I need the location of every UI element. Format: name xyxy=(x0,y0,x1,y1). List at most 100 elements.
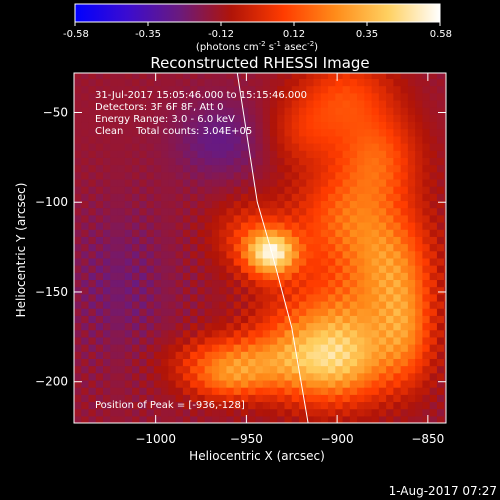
heatmap-cell xyxy=(393,372,402,381)
heatmap-cell xyxy=(284,365,293,374)
heatmap-cell xyxy=(415,92,424,101)
heatmap-cell xyxy=(415,351,424,359)
heatmap-cell xyxy=(313,207,322,216)
heatmap-cell xyxy=(342,344,351,352)
heatmap-cell xyxy=(291,150,300,158)
heatmap-cell xyxy=(248,186,257,194)
heatmap-cell xyxy=(320,300,329,309)
heatmap-cell xyxy=(204,329,213,338)
heatmap-cell xyxy=(88,387,97,395)
heatmap-cell xyxy=(422,243,431,252)
heatmap-cell xyxy=(233,92,242,101)
heatmap-cell xyxy=(400,193,409,202)
heatmap-cell xyxy=(81,186,90,194)
heatmap-cell xyxy=(342,229,351,237)
heatmap-cell xyxy=(306,150,315,158)
heatmap-cell xyxy=(400,214,409,223)
heatmap-cell xyxy=(168,85,177,94)
heatmap-cell xyxy=(291,157,300,166)
heatmap-cell xyxy=(444,178,446,187)
heatmap-cell xyxy=(161,329,169,338)
heatmap-cell xyxy=(262,365,271,374)
heatmap-cell xyxy=(262,236,271,245)
heatmap-cell xyxy=(204,250,213,259)
heatmap-cell xyxy=(219,379,228,388)
heatmap-cell xyxy=(386,236,394,245)
heatmap-cell xyxy=(415,344,424,352)
heatmap-cell xyxy=(306,358,315,367)
heatmap-cell xyxy=(74,293,82,302)
heatmap-cell xyxy=(342,121,351,130)
heatmap-cell xyxy=(371,322,380,331)
heatmap-cell xyxy=(197,92,206,101)
heatmap-cell xyxy=(422,229,431,237)
heatmap-cell xyxy=(328,300,336,309)
heatmap-cell xyxy=(226,265,235,273)
heatmap-cell xyxy=(103,351,111,359)
heatmap-cell xyxy=(306,214,315,223)
heatmap-cell xyxy=(306,157,315,166)
heatmap-cell xyxy=(255,78,264,87)
heatmap-cell xyxy=(190,135,198,144)
heatmap-cell xyxy=(226,73,235,79)
heatmap-cell xyxy=(139,178,148,187)
heatmap-cell xyxy=(161,157,169,166)
heatmap-cell xyxy=(291,401,300,410)
heatmap-cell xyxy=(299,221,307,230)
heatmap-cell xyxy=(240,257,249,266)
heatmap-cell xyxy=(204,78,213,87)
heatmap-cell xyxy=(190,372,198,381)
heatmap-cell xyxy=(328,308,336,316)
heatmap-cell xyxy=(132,114,140,123)
heatmap-cell xyxy=(168,351,177,359)
heatmap-cell xyxy=(211,401,220,410)
heatmap-cell xyxy=(328,128,336,137)
heatmap-cell xyxy=(269,128,278,137)
heatmap-cell xyxy=(233,107,242,115)
heatmap-cell xyxy=(291,107,300,115)
heatmap-cell xyxy=(117,73,126,79)
heatmap-cell xyxy=(88,329,97,338)
heatmap-cell xyxy=(204,394,213,403)
heatmap-cell xyxy=(88,229,97,237)
heatmap-cell xyxy=(226,387,235,395)
heatmap-cell xyxy=(139,322,148,331)
heatmap-cell xyxy=(400,365,409,374)
heatmap-cell xyxy=(81,193,90,202)
heatmap-cell xyxy=(146,394,155,403)
heatmap-cell xyxy=(291,286,300,295)
heatmap-cell xyxy=(248,150,257,158)
heatmap-cell xyxy=(204,135,213,144)
observation-info: 31-Jul-2017 15:05:46.000 to 15:15:46.000… xyxy=(95,90,307,137)
heatmap-cell xyxy=(117,279,126,288)
heatmap-cell xyxy=(400,85,409,94)
heatmap-cell xyxy=(204,157,213,166)
heatmap-cell xyxy=(407,186,416,194)
heatmap-cell xyxy=(74,394,82,403)
heatmap-cell xyxy=(255,358,264,367)
heatmap-cell xyxy=(233,250,242,259)
heatmap-cell xyxy=(139,379,148,388)
heatmap-cell xyxy=(103,308,111,316)
heatmap-cell xyxy=(103,372,111,381)
heatmap-cell xyxy=(328,157,336,166)
heatmap-cell xyxy=(153,171,162,180)
heatmap-cell xyxy=(335,293,344,302)
heatmap-cell xyxy=(328,73,336,79)
heatmap-cell xyxy=(211,329,220,338)
heatmap-cell xyxy=(291,394,300,403)
heatmap-cell xyxy=(103,92,111,101)
heatmap-cell xyxy=(378,107,387,115)
heatmap-cell xyxy=(306,92,315,101)
heatmap-cell xyxy=(357,365,365,374)
heatmap-cell xyxy=(132,250,140,259)
heatmap-cell xyxy=(211,365,220,374)
heatmap-cell xyxy=(415,315,424,324)
heatmap-cell xyxy=(124,300,133,309)
heatmap-cell xyxy=(313,107,322,115)
heatmap-cell xyxy=(161,178,169,187)
heatmap-cell xyxy=(255,387,264,395)
heatmap-cell xyxy=(415,408,424,417)
heatmap-cell xyxy=(371,358,380,367)
heatmap-cell xyxy=(103,279,111,288)
